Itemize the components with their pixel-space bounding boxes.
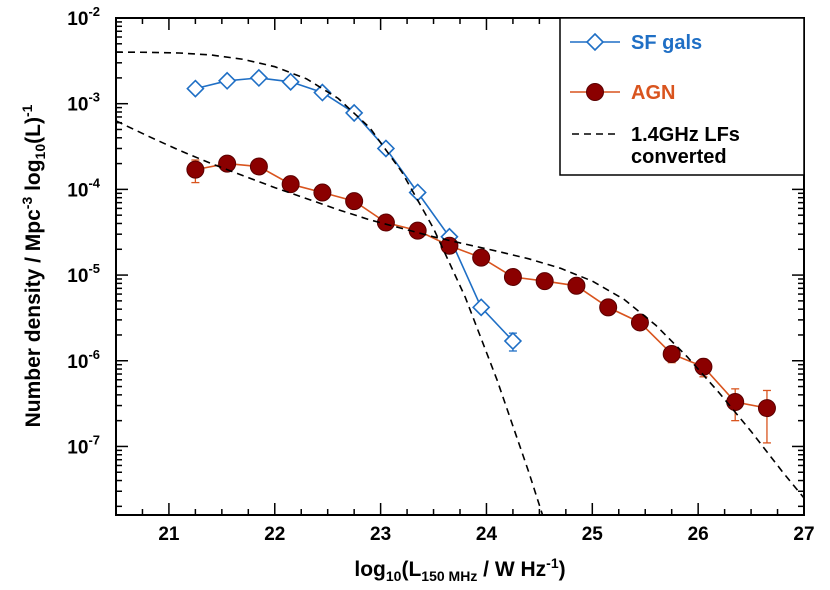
sf-data-point — [408, 183, 427, 202]
sf-data-point — [313, 83, 332, 102]
agn-data-point — [535, 272, 554, 291]
x-tick-label: 24 — [476, 524, 498, 545]
y-tick-label: 10-6 — [67, 347, 100, 373]
legend-circle-marker — [586, 83, 604, 101]
agn-data-point — [218, 154, 237, 173]
series-line — [195, 162, 768, 409]
sf-data-point — [186, 79, 205, 98]
x-tick-label: 26 — [688, 524, 709, 545]
agn-data-point — [567, 276, 586, 295]
y-tick-label: 10-3 — [67, 90, 100, 116]
x-tick-label: 27 — [793, 524, 814, 545]
agn-data-point — [630, 313, 649, 332]
agn-data-point — [599, 298, 618, 317]
sf-data-point — [249, 68, 269, 88]
series-sf-gals — [186, 68, 523, 352]
x-tick-label: 21 — [158, 524, 180, 545]
agn-data-point — [726, 393, 745, 412]
sf-data-point — [472, 298, 491, 317]
x-tick-label: 23 — [370, 524, 391, 545]
agn-data-point — [186, 160, 205, 179]
y-axis-title: Number density / Mpc-3 log10(L)-1 — [19, 104, 48, 427]
agn-data-point — [757, 399, 776, 418]
y-tick-labels: 10-7 10-6 10-5 10-4 10-3 10-2 — [67, 4, 100, 458]
legend-label: 1.4GHz LFs — [631, 124, 740, 146]
legend-entry: AGN — [570, 82, 675, 104]
legend-entry: SF gals — [570, 32, 702, 54]
dashed-model-line — [116, 51, 544, 515]
agn-data-point — [376, 213, 395, 232]
agn-data-point — [503, 267, 522, 286]
agn-data-point — [281, 175, 300, 194]
x-tick-label: 22 — [264, 524, 285, 545]
legend-diamond-marker — [585, 32, 605, 52]
legend-label: SF gals — [631, 32, 702, 54]
x-tick-label: 25 — [582, 524, 604, 545]
sf-data-point — [218, 71, 237, 90]
y-tick-label: 10-5 — [67, 261, 100, 287]
series-agn — [186, 154, 776, 444]
y-tick-label: 10-4 — [67, 175, 100, 201]
agn-data-point — [694, 357, 713, 376]
series-1-4ghz-lfs-converted-sf- — [116, 51, 544, 515]
x-axis-title: log10(L150 MHz / W Hz-1) — [354, 555, 565, 584]
legend-label-line2: converted — [631, 146, 727, 168]
agn-data-point — [662, 344, 681, 363]
legend-label: AGN — [631, 82, 675, 104]
agn-data-point — [472, 248, 491, 267]
sf-data-point — [503, 331, 523, 351]
agn-data-point — [345, 192, 364, 211]
dashed-model-line — [116, 120, 804, 499]
x-tick-labels: 21 22 23 24 25 26 27 — [158, 524, 814, 545]
agn-data-point — [313, 183, 332, 202]
y-tick-label: 10-7 — [67, 432, 100, 458]
series-1-4ghz-lfs-converted-agn- — [116, 120, 804, 499]
sf-data-point — [281, 72, 300, 91]
agn-data-point — [249, 157, 268, 176]
y-tick-label: 10-2 — [67, 4, 100, 30]
series-layer — [116, 51, 804, 515]
